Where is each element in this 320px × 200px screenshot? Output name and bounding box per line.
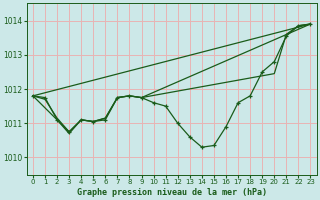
X-axis label: Graphe pression niveau de la mer (hPa): Graphe pression niveau de la mer (hPa): [77, 188, 267, 197]
